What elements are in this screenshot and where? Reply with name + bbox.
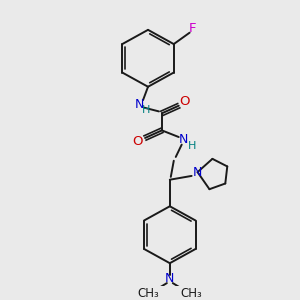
Text: N: N xyxy=(134,98,144,111)
Text: N: N xyxy=(165,272,175,285)
Text: O: O xyxy=(179,95,190,108)
Text: CH₃: CH₃ xyxy=(181,287,202,300)
Text: H: H xyxy=(188,141,196,151)
Text: H: H xyxy=(142,106,150,116)
Text: N: N xyxy=(193,166,202,178)
Text: CH₃: CH₃ xyxy=(137,287,159,300)
Text: N: N xyxy=(179,134,188,146)
Text: O: O xyxy=(132,135,142,148)
Text: F: F xyxy=(189,22,196,35)
